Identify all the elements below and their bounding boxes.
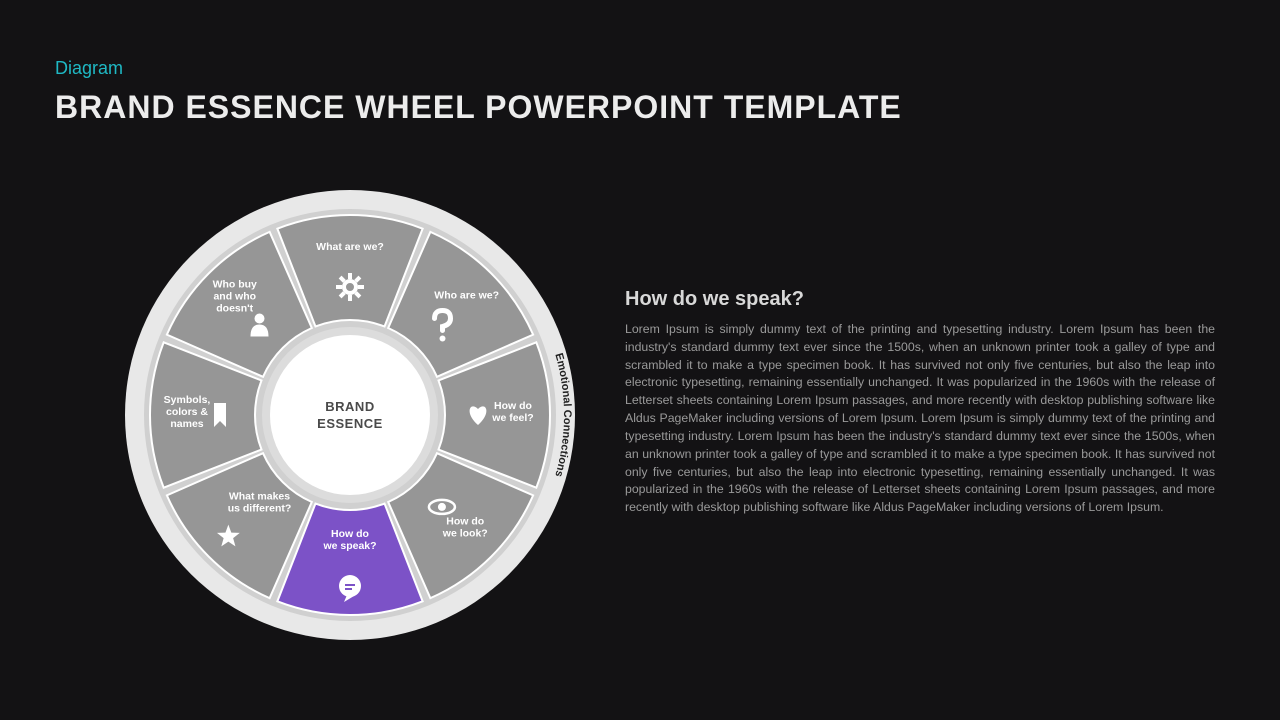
segment-label-5-1: us different? <box>228 503 292 515</box>
brand-essence-wheel: Rational ConnectionsEmotional Connection… <box>120 185 580 645</box>
segment-label-4-0: How do <box>331 528 369 540</box>
center-label-1: BRAND <box>325 399 374 414</box>
segment-label-1-0: Who are we? <box>434 289 499 301</box>
center-label-2: ESSENCE <box>317 416 383 431</box>
content-panel: How do we speak? Lorem Ipsum is simply d… <box>625 288 1215 517</box>
content-heading: How do we speak? <box>625 288 1215 311</box>
segment-label-5-0: What makes <box>229 491 290 503</box>
segment-label-6-0: Symbols, <box>164 394 211 406</box>
header: Diagram BRAND ESSENCE WHEEL POWERPOINT T… <box>55 58 902 126</box>
content-body: Lorem Ipsum is simply dummy text of the … <box>625 321 1215 517</box>
segment-label-4-1: we speak? <box>322 540 376 552</box>
segment-label-7-1: and who <box>213 291 256 303</box>
segment-label-7-0: Who buy <box>213 279 257 291</box>
eyebrow-label: Diagram <box>55 58 902 79</box>
segment-label-2-0: How do <box>494 400 532 412</box>
page-title: BRAND ESSENCE WHEEL POWERPOINT TEMPLATE <box>55 89 902 126</box>
segment-label-6-1: colors & <box>166 406 208 418</box>
segment-label-3-0: How do <box>446 515 484 527</box>
segment-label-7-2: doesn't <box>216 303 253 315</box>
segment-label-6-2: names <box>170 418 203 430</box>
segment-label-3-1: we look? <box>442 527 488 539</box>
segment-label-2-1: we feel? <box>491 412 533 424</box>
segment-label-0-0: What are we? <box>316 241 384 253</box>
